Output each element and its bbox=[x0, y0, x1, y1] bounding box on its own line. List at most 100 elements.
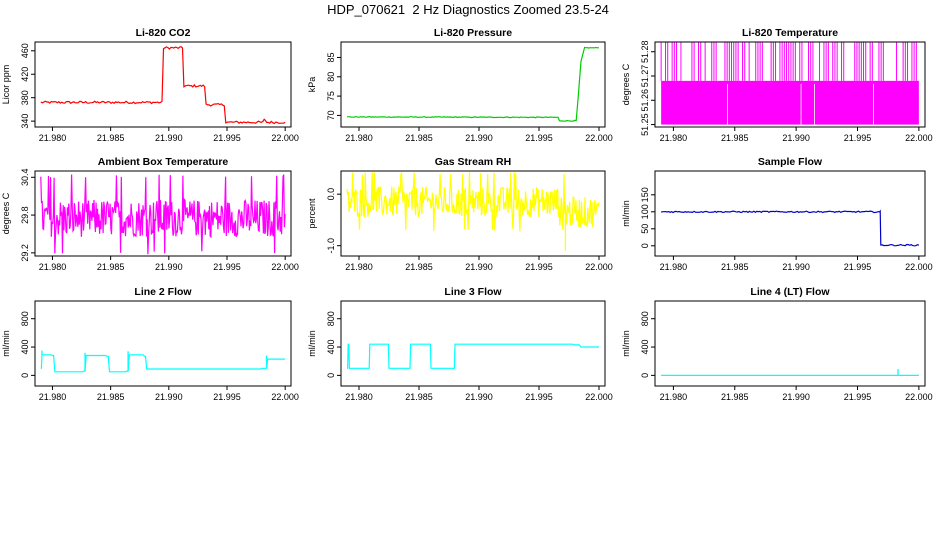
x-tick-label: 21.985 bbox=[721, 262, 749, 272]
y-tick-label: 30.4 bbox=[20, 169, 30, 187]
panel-7: Line 2 Flow ml/min 21.980 21.985 21.990 21.99… bbox=[1, 286, 299, 402]
x-tick-label: 21.985 bbox=[405, 133, 433, 143]
x-tick-label: 21.995 bbox=[844, 133, 872, 143]
x-tick-label: 21.985 bbox=[721, 392, 749, 402]
data-series-line bbox=[660, 209, 920, 247]
panel-title: Li-820 CO2 bbox=[136, 27, 191, 39]
y-axis-label: degrees C bbox=[621, 63, 631, 105]
y-axis-label: kPa bbox=[307, 77, 317, 93]
x-tick-label: 22.000 bbox=[905, 262, 933, 272]
data-band bbox=[661, 80, 919, 125]
x-tick-label: 21.980 bbox=[660, 262, 688, 272]
x-tick-label: 21.980 bbox=[39, 392, 67, 402]
x-tick-label: 21.980 bbox=[345, 133, 373, 143]
y-tick-label: 51.25 bbox=[640, 113, 650, 136]
y-tick-label: 0 bbox=[20, 373, 30, 378]
x-tick-label: 22.000 bbox=[271, 133, 299, 143]
panel-title: Line 4 (LT) Flow bbox=[750, 286, 830, 298]
x-tick-label: 21.985 bbox=[405, 392, 433, 402]
plot-frame bbox=[654, 170, 926, 257]
x-tick-label: 21.995 bbox=[213, 392, 241, 402]
plot-frame bbox=[340, 41, 606, 128]
plot-frame bbox=[654, 300, 926, 387]
x-tick-label: 21.990 bbox=[155, 392, 183, 402]
y-tick-label: -1.0 bbox=[326, 238, 336, 254]
x-tick-label: 21.985 bbox=[405, 262, 433, 272]
x-tick-label: 21.980 bbox=[660, 392, 688, 402]
x-tick-label: 21.990 bbox=[465, 133, 493, 143]
panel-title: Sample Flow bbox=[758, 156, 823, 168]
panel-5: Gas Stream RH percent 21.980 21.985 21.990 21… bbox=[307, 156, 613, 272]
x-tick-label: 21.990 bbox=[155, 133, 183, 143]
panel-3: Li-820 Temperature degrees C 21.980 21.985 2… bbox=[621, 27, 933, 143]
y-axis-label: ml/min bbox=[621, 200, 631, 227]
x-tick-label: 22.000 bbox=[585, 262, 613, 272]
y-tick-label: 51.26 bbox=[640, 89, 650, 112]
panel-8: Line 3 Flow ml/min 21.980 21.985 21.990 21.99… bbox=[307, 286, 613, 402]
panel-4: Ambient Box Temperature degrees C 21.980 21… bbox=[1, 156, 299, 272]
plot-frame bbox=[340, 300, 606, 387]
x-tick-label: 22.000 bbox=[271, 262, 299, 272]
y-tick-label: 0 bbox=[640, 243, 650, 248]
panel-9: Line 4 (LT) Flow ml/min 21.980 21.985 21.990… bbox=[621, 286, 933, 402]
panel-title: Gas Stream RH bbox=[435, 156, 511, 168]
y-tick-label: 70 bbox=[326, 110, 336, 120]
x-tick-label: 21.990 bbox=[155, 262, 183, 272]
figure-suptitle: HDP_070621 2 Hz Diagnostics Zoomed 23.5-… bbox=[327, 2, 609, 17]
x-tick-label: 21.995 bbox=[844, 262, 872, 272]
y-tick-label: 29.8 bbox=[20, 206, 30, 224]
x-tick-label: 21.995 bbox=[844, 392, 872, 402]
x-tick-label: 21.990 bbox=[782, 133, 810, 143]
panel-6: Sample Flow ml/min 21.980 21.985 21.990 21.99… bbox=[621, 156, 933, 272]
plot-frame bbox=[34, 300, 292, 387]
y-tick-label: 0 bbox=[326, 373, 336, 378]
y-tick-label: 0 bbox=[640, 373, 650, 378]
data-series-line bbox=[40, 46, 286, 125]
x-tick-label: 21.980 bbox=[660, 133, 688, 143]
y-tick-label: 0.0 bbox=[326, 188, 336, 201]
x-tick-label: 21.980 bbox=[345, 262, 373, 272]
y-tick-label: 400 bbox=[20, 340, 30, 355]
y-tick-label: 800 bbox=[20, 311, 30, 326]
x-tick-label: 21.985 bbox=[97, 262, 125, 272]
x-tick-label: 21.995 bbox=[213, 133, 241, 143]
y-tick-label: 800 bbox=[326, 311, 336, 326]
plot-frame bbox=[34, 41, 292, 128]
y-tick-label: 51.28 bbox=[640, 40, 650, 63]
plot-frame bbox=[340, 170, 606, 257]
plot-frame bbox=[34, 170, 292, 257]
y-tick-label: 51.27 bbox=[640, 65, 650, 88]
y-axis-label: ml/min bbox=[307, 330, 317, 357]
x-tick-label: 21.980 bbox=[345, 392, 373, 402]
x-tick-label: 21.995 bbox=[213, 262, 241, 272]
x-tick-label: 21.990 bbox=[782, 392, 810, 402]
x-tick-label: 21.985 bbox=[97, 133, 125, 143]
data-series-line bbox=[346, 171, 600, 232]
x-tick-label: 22.000 bbox=[905, 392, 933, 402]
x-tick-label: 21.995 bbox=[525, 392, 553, 402]
y-tick-label: 400 bbox=[326, 340, 336, 355]
x-tick-label: 21.995 bbox=[525, 133, 553, 143]
x-tick-label: 21.995 bbox=[525, 262, 553, 272]
panel-title: Line 2 Flow bbox=[134, 286, 192, 298]
x-tick-label: 21.985 bbox=[97, 392, 125, 402]
y-axis-label: ml/min bbox=[621, 330, 631, 357]
x-tick-label: 21.980 bbox=[39, 133, 67, 143]
y-tick-label: 85 bbox=[326, 52, 336, 62]
data-series-line bbox=[40, 174, 286, 255]
y-tick-label: 400 bbox=[640, 340, 650, 355]
y-axis-label: Licor ppm bbox=[1, 65, 11, 105]
y-tick-label: 460 bbox=[20, 43, 30, 58]
y-axis-label: ml/min bbox=[1, 330, 11, 357]
panel-2: Li-820 Pressure kPa 21.980 21.985 21.990 21.9… bbox=[307, 27, 613, 143]
x-tick-label: 21.985 bbox=[721, 133, 749, 143]
panel-title: Ambient Box Temperature bbox=[98, 156, 229, 168]
x-tick-label: 22.000 bbox=[271, 392, 299, 402]
panel-title: Line 3 Flow bbox=[444, 286, 502, 298]
data-series-line bbox=[40, 354, 286, 373]
y-tick-label: 420 bbox=[20, 67, 30, 82]
data-series-line bbox=[346, 46, 599, 122]
y-tick-label: 50 bbox=[640, 224, 650, 234]
x-tick-label: 22.000 bbox=[905, 133, 933, 143]
